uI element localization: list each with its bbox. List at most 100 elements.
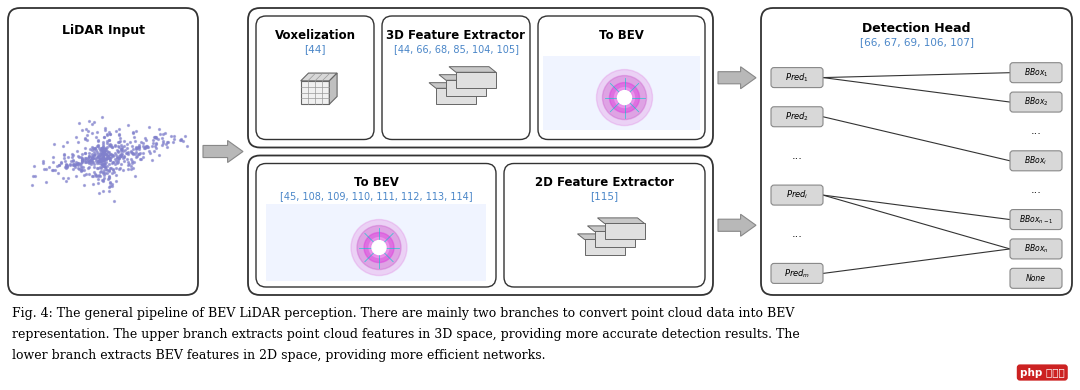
Point (79, 157, 96, 163)
Point (37, 165, 54, 172)
Point (83, 151, 100, 157)
Point (125, 135, 143, 141)
Point (112, 153, 130, 160)
Point (93, 156, 110, 162)
Point (81, 150, 98, 156)
Point (85, 163, 103, 170)
Point (131, 149, 148, 156)
Point (112, 147, 130, 154)
Point (149, 136, 166, 142)
Point (76, 135, 93, 141)
Point (119, 140, 136, 147)
Point (83, 157, 100, 163)
Point (106, 198, 123, 204)
Point (94, 154, 111, 160)
Point (100, 155, 118, 161)
Point (103, 142, 120, 148)
Point (131, 146, 148, 152)
Point (93, 161, 110, 168)
Point (73, 158, 91, 164)
Point (129, 153, 146, 160)
Point (92, 158, 109, 164)
Point (81, 158, 98, 164)
Point (108, 147, 125, 153)
Point (118, 150, 135, 156)
Point (94, 149, 111, 155)
Point (84, 145, 102, 151)
Point (82, 156, 99, 162)
FancyBboxPatch shape (771, 263, 823, 284)
Point (105, 151, 122, 158)
Point (172, 136, 189, 142)
Point (136, 135, 153, 141)
Point (87, 156, 105, 162)
Point (140, 148, 158, 154)
Point (87, 134, 105, 140)
Point (69, 139, 86, 145)
Text: $BBox_i$: $BBox_i$ (1025, 154, 1048, 167)
Point (91, 164, 108, 170)
Point (111, 165, 129, 172)
Point (84, 172, 102, 179)
Point (85, 146, 103, 152)
FancyBboxPatch shape (1010, 92, 1062, 112)
Point (93, 158, 110, 164)
Point (176, 133, 193, 139)
Point (86, 155, 104, 161)
Point (94, 148, 111, 154)
Point (160, 138, 177, 145)
Point (81, 160, 98, 166)
Point (89, 149, 106, 155)
Point (92, 156, 109, 162)
Point (105, 158, 122, 165)
Point (87, 173, 105, 179)
Point (83, 121, 100, 127)
Point (123, 160, 140, 167)
Point (100, 152, 118, 158)
Point (116, 152, 133, 159)
Point (125, 159, 143, 165)
Point (139, 144, 157, 150)
Text: ...: ... (792, 151, 802, 161)
Point (80, 153, 97, 160)
Point (124, 150, 141, 156)
Point (134, 154, 151, 160)
Point (154, 138, 172, 145)
Point (94, 143, 111, 149)
Point (57, 162, 75, 168)
Text: php 中文网: php 中文网 (1020, 367, 1065, 378)
Point (94, 151, 111, 157)
Text: Detection Head: Detection Head (862, 22, 971, 35)
Point (130, 144, 147, 150)
Point (69, 160, 86, 166)
Point (135, 140, 152, 146)
Point (79, 137, 96, 143)
Point (110, 155, 127, 161)
Point (46, 167, 64, 174)
Point (110, 153, 127, 160)
Point (95, 147, 112, 154)
Point (97, 170, 114, 176)
Point (50, 162, 67, 168)
Point (127, 154, 145, 160)
Point (108, 128, 125, 135)
Polygon shape (578, 234, 624, 239)
Point (119, 149, 136, 155)
Point (144, 137, 161, 144)
Point (85, 159, 103, 165)
Point (98, 163, 116, 169)
Point (92, 155, 109, 161)
Point (56, 151, 73, 158)
Point (127, 128, 145, 135)
Point (94, 178, 111, 184)
Point (55, 175, 72, 181)
Circle shape (372, 241, 386, 255)
Point (84, 155, 102, 161)
Point (107, 142, 124, 148)
Point (35, 158, 52, 164)
Point (104, 160, 121, 166)
Point (80, 118, 97, 124)
Point (81, 163, 98, 170)
FancyBboxPatch shape (382, 16, 530, 140)
Point (96, 163, 113, 170)
